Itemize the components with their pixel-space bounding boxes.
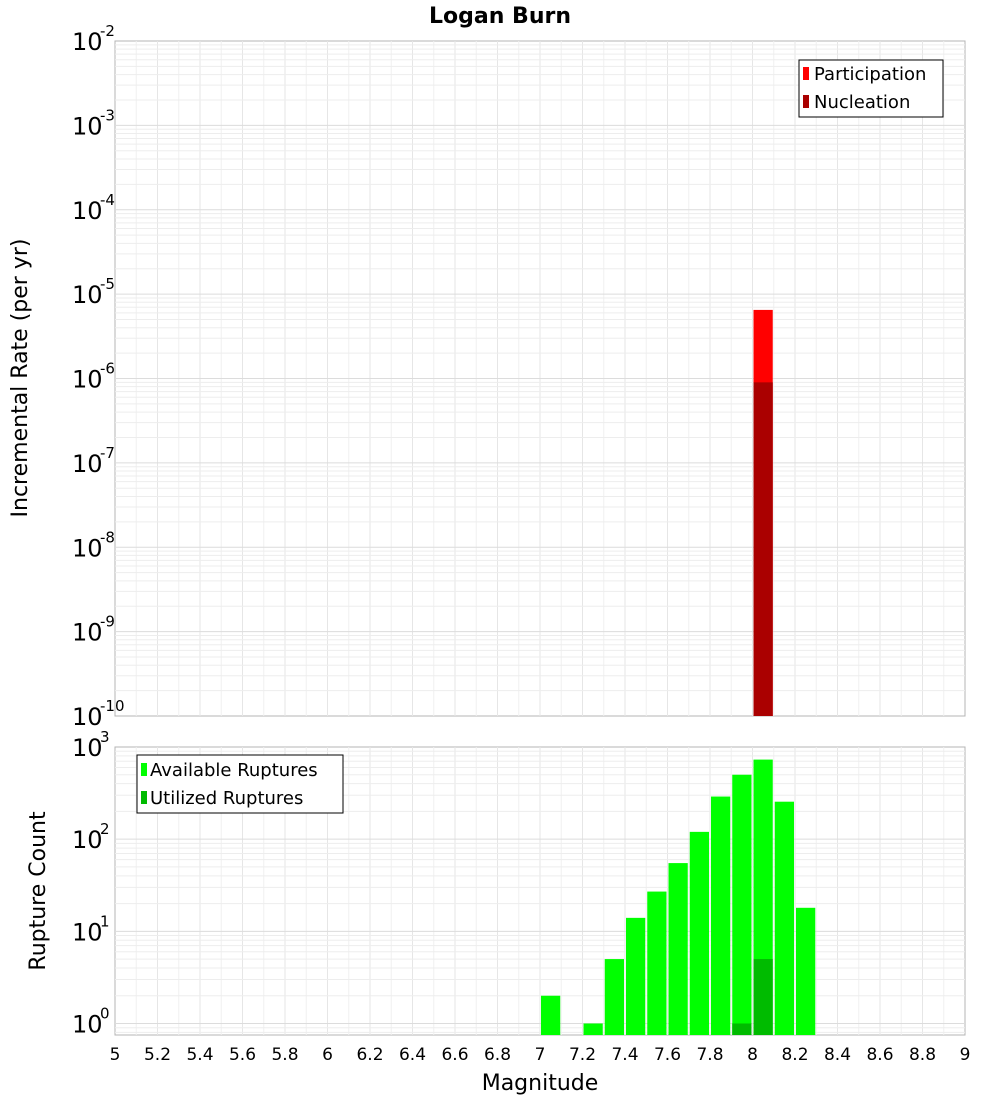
bottom-gridlines — [115, 747, 965, 1035]
top-y-axis-label: Incremental Rate (per yr) — [8, 239, 33, 518]
bottom-bar-available-ruptures — [626, 917, 646, 1035]
top-y-tick-label: 10 — [72, 281, 103, 309]
x-tick-label: 7 — [535, 1045, 546, 1065]
legend-swatch-available — [141, 763, 147, 776]
bottom-y-axis-label: Rupture Count — [26, 811, 51, 971]
bottom-bar-utilized-ruptures — [753, 959, 773, 1035]
top-y-tick-label: 10 — [72, 450, 103, 478]
x-tick-label: 8 — [747, 1045, 758, 1065]
top-y-tick-exponent: -7 — [100, 444, 115, 462]
bottom-bar-available-ruptures — [541, 995, 561, 1035]
bottom-bar-available-ruptures — [796, 907, 816, 1035]
top-y-tick-label: 10 — [72, 197, 103, 225]
top-gridlines — [115, 41, 965, 716]
top-y-tick-exponent: -9 — [100, 613, 115, 631]
bottom-bar-available-ruptures — [647, 891, 667, 1035]
x-axis-label: Magnitude — [482, 1071, 599, 1096]
legend-label-utilized: Utilized Ruptures — [150, 788, 303, 809]
x-tick-label: 5.8 — [271, 1045, 298, 1065]
bottom-y-tick-label: 10 — [72, 826, 103, 854]
legend-swatch-nucleation — [803, 95, 809, 108]
bottom-legend-box — [136, 754, 344, 814]
top-legend: Participation Nucleation — [798, 59, 944, 118]
bottom-bar-available-ruptures — [689, 831, 709, 1035]
x-tick-label: 6 — [322, 1045, 333, 1065]
bottom-legend: Available Ruptures Utilized Ruptures — [136, 754, 344, 814]
x-tick-label: 6.8 — [484, 1045, 511, 1065]
bottom-bars — [541, 759, 816, 1035]
x-tick-label: 5 — [110, 1045, 121, 1065]
bottom-y-tick-label: 10 — [72, 918, 103, 946]
chart-title: Logan Burn — [429, 4, 571, 29]
top-y-tick-exponent: -4 — [100, 191, 115, 209]
legend-label-nucleation: Nucleation — [814, 92, 910, 113]
legend-label-participation: Participation — [814, 64, 926, 85]
x-tick-label: 8.2 — [781, 1045, 808, 1065]
bottom-bar-available-ruptures — [583, 1023, 603, 1035]
top-y-tick-label: 10 — [72, 112, 103, 140]
top-y-tick-label: 10 — [72, 366, 103, 394]
top-y-tick-exponent: -2 — [100, 22, 115, 40]
bottom-bar-available-ruptures — [668, 863, 688, 1035]
x-tick-label: 6.4 — [399, 1045, 426, 1065]
x-tick-label: 7.4 — [611, 1045, 638, 1065]
bottom-y-tick-exponent: 0 — [100, 1004, 110, 1022]
top-y-tick-label: 10 — [72, 703, 103, 731]
top-y-tick-exponent: -6 — [100, 360, 115, 378]
x-tick-label: 6.6 — [441, 1045, 468, 1065]
x-tick-label: 8.4 — [824, 1045, 851, 1065]
x-tick-label: 6.2 — [356, 1045, 383, 1065]
bottom-bar-available-ruptures — [774, 801, 794, 1035]
x-tick-label: 7.8 — [696, 1045, 723, 1065]
bottom-y-tick-label: 10 — [72, 734, 103, 762]
bottom-y-tick-exponent: 1 — [100, 912, 110, 930]
top-y-tick-exponent: -3 — [100, 106, 115, 124]
top-y-tick-exponent: -10 — [100, 697, 125, 715]
bottom-y-tick-exponent: 3 — [100, 728, 110, 746]
top-y-tick-exponent: -5 — [100, 275, 115, 293]
x-tick-label: 5.2 — [144, 1045, 171, 1065]
top-bars — [753, 309, 773, 716]
top-panel: 10-210-310-410-510-610-710-810-910-10 In… — [8, 22, 966, 731]
bottom-bar-available-ruptures — [711, 796, 731, 1035]
bottom-bar-utilized-ruptures — [732, 1023, 752, 1035]
bottom-bar-available-ruptures — [604, 959, 624, 1035]
legend-swatch-utilized — [141, 791, 147, 804]
x-tick-label: 8.6 — [866, 1045, 893, 1065]
x-tick-label: 7.6 — [654, 1045, 681, 1065]
legend-label-available: Available Ruptures — [150, 760, 318, 781]
x-tick-label: 7.2 — [569, 1045, 596, 1065]
top-y-tick-labels: 10-210-310-410-510-610-710-810-910-10 — [72, 22, 125, 731]
top-y-tick-exponent: -8 — [100, 528, 115, 546]
top-y-tick-label: 10 — [72, 619, 103, 647]
legend-swatch-participation — [803, 67, 809, 80]
bottom-y-tick-exponent: 2 — [100, 820, 110, 838]
bottom-bar-available-ruptures — [732, 774, 752, 1035]
x-tick-label: 5.6 — [229, 1045, 256, 1065]
x-tick-labels: 5 5.2 5.4 5.6 5.8 6 6.2 6.4 6.6 6.8 7 7.2 7.4 7.6 7.8 8… — [110, 1045, 971, 1065]
x-tick-label: 8.8 — [909, 1045, 936, 1065]
bottom-y-tick-label: 10 — [72, 1010, 103, 1038]
top-legend-box — [798, 59, 944, 118]
top-bar-nucleation — [753, 382, 773, 716]
x-tick-label: 9 — [960, 1045, 971, 1065]
top-y-tick-label: 10 — [72, 534, 103, 562]
top-y-tick-label: 10 — [72, 28, 103, 56]
x-tick-label: 5.4 — [186, 1045, 213, 1065]
